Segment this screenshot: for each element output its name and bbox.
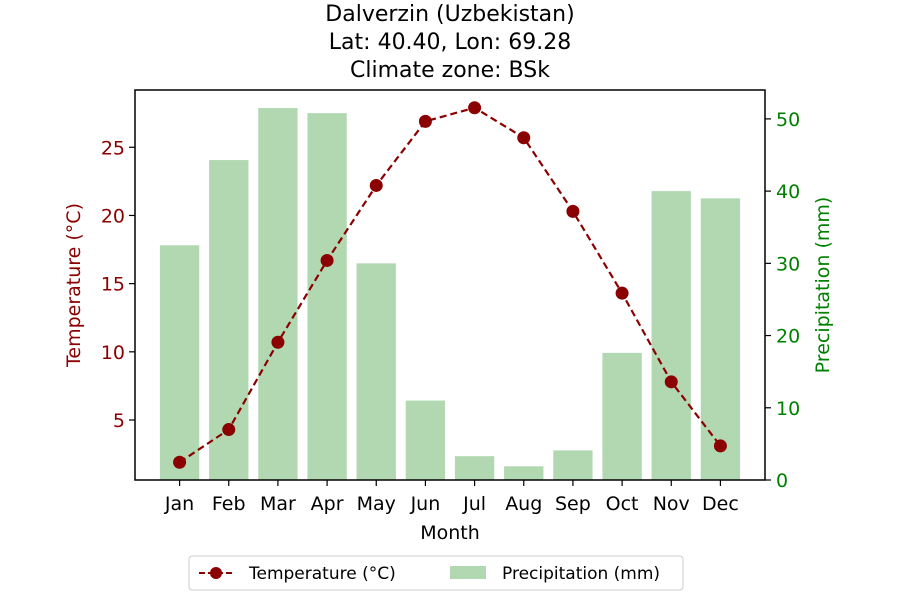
precipitation-bar-jan: [159, 245, 200, 480]
precipitation-bar-nov: [651, 191, 691, 480]
precipitation-bar-apr: [307, 113, 347, 480]
temperature-point-mar: [271, 335, 285, 349]
legend-temperature-marker: [210, 567, 222, 579]
right-axis-ticks: 0 10 20 30 40 50: [765, 109, 800, 492]
temperature-point-jun: [418, 114, 432, 128]
precipitation-bar-aug: [504, 466, 544, 480]
legend: Temperature (°C) Precipitation (mm): [188, 555, 684, 591]
x-tick-label-apr: Apr: [311, 493, 344, 515]
left-axis-ticks: 5 10 15 20 25: [101, 137, 135, 432]
left-tick-label: 10: [101, 342, 125, 364]
temperature-point-jul: [468, 101, 482, 115]
chart-title-line-1: Dalverzin (Uzbekistan): [325, 2, 574, 27]
legend-frame: [188, 555, 684, 591]
x-tick-label-nov: Nov: [653, 493, 690, 515]
temperature-point-oct: [615, 286, 629, 300]
temperature-point-nov: [664, 375, 678, 389]
precipitation-bar-dec: [700, 198, 741, 481]
temperature-point-sep: [566, 204, 580, 218]
left-tick-label: 25: [101, 137, 125, 159]
temperature-point-dec: [713, 439, 727, 453]
precipitation-bar-mar: [258, 108, 298, 481]
x-tick-label-aug: Aug: [505, 493, 542, 515]
temperature-line-layer: [173, 101, 727, 469]
x-tick-label-sep: Sep: [555, 493, 591, 515]
x-tick-label-feb: Feb: [212, 493, 246, 515]
right-tick-label: 20: [776, 326, 800, 348]
legend-temperature-label: Temperature (°C): [248, 564, 396, 584]
x-tick-label-jul: Jul: [462, 493, 486, 515]
left-axis-label: Temperature (°C): [63, 203, 85, 368]
left-tick-label: 15: [101, 274, 125, 296]
temperature-point-feb: [222, 423, 236, 437]
legend-precipitation-swatch: [450, 566, 486, 579]
right-tick-label: 0: [776, 470, 788, 492]
left-tick-label: 5: [113, 410, 125, 432]
plot-frame: [134, 89, 766, 481]
temperature-point-may: [369, 178, 383, 192]
right-tick-label: 40: [776, 181, 800, 203]
precipitation-bar-jul: [454, 456, 495, 480]
right-tick-label: 50: [776, 109, 800, 131]
temperature-point-apr: [320, 253, 334, 267]
x-tick-label-dec: Dec: [702, 493, 739, 515]
x-axis-label: Month: [420, 522, 480, 544]
right-tick-label: 10: [776, 398, 800, 420]
chart-title-line-2: Lat: 40.40, Lon: 69.28: [329, 30, 571, 55]
precipitation-bar-jun: [405, 400, 446, 480]
precipitation-bars: [159, 108, 741, 481]
precipitation-bar-sep: [553, 450, 593, 480]
x-tick-label-jun: Jun: [410, 493, 441, 515]
temperature-point-jan: [173, 455, 187, 469]
right-axis-label: Precipitation (mm): [812, 197, 834, 374]
x-tick-label-may: May: [357, 493, 396, 515]
x-tick-label-oct: Oct: [606, 493, 639, 515]
left-tick-label: 20: [101, 205, 125, 227]
temperature-point-aug: [517, 131, 531, 145]
legend-precipitation-label: Precipitation (mm): [502, 564, 660, 584]
x-tick-label-mar: Mar: [260, 493, 296, 515]
precipitation-bar-oct: [602, 352, 642, 480]
chart-title-line-3: Climate zone: BSk: [350, 58, 550, 83]
x-tick-label-jan: Jan: [164, 493, 194, 515]
right-tick-label: 30: [776, 253, 800, 275]
x-axis-ticks: Jan Feb Mar Apr May Jun Jul Aug Sep Oct Nov Dec: [164, 480, 739, 515]
precipitation-bar-may: [356, 263, 396, 480]
